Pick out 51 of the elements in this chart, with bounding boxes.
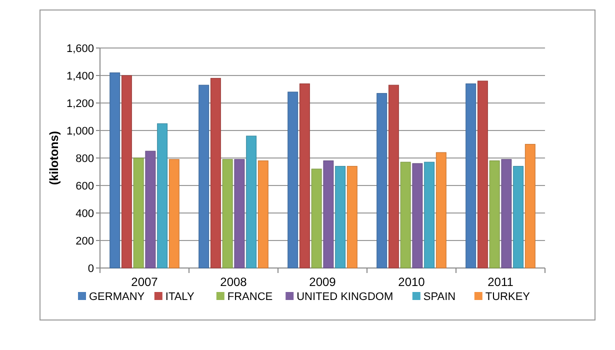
bar	[436, 152, 446, 268]
y-tick-label: 200	[76, 235, 94, 248]
y-axis-title: (kilotons)	[47, 131, 61, 185]
bar	[157, 123, 168, 268]
y-tick-label: 600	[76, 180, 94, 192]
legend-label: GERMANY	[89, 291, 146, 303]
bar	[145, 150, 156, 268]
bar	[346, 166, 358, 268]
bar	[513, 166, 524, 268]
bar	[323, 160, 334, 268]
legend-label: FRANCE	[227, 291, 273, 303]
x-tick-label: 2007	[131, 275, 158, 289]
y-tick-label: 800	[76, 152, 94, 165]
y-tick-label: 1,200	[66, 98, 94, 110]
x-tick-label: 2009	[309, 275, 336, 289]
y-tick-label: 1,600	[66, 42, 94, 55]
bar	[234, 159, 245, 268]
bar	[133, 158, 144, 268]
bar	[466, 83, 476, 268]
bar	[477, 80, 488, 268]
bar	[501, 159, 512, 268]
bar	[412, 163, 423, 268]
bar	[335, 166, 346, 268]
bar	[388, 84, 399, 268]
bar	[258, 160, 268, 268]
bar	[198, 84, 210, 268]
bar	[400, 162, 411, 268]
x-tick-label: 2011	[488, 275, 514, 289]
bar	[299, 83, 310, 268]
legend-label: UNITED KINGDOM	[296, 291, 394, 303]
bar	[110, 72, 120, 268]
y-tick-label: 400	[76, 208, 94, 220]
y-tick-label: 1,400	[66, 70, 94, 82]
y-tick-label: 1,000	[66, 125, 94, 138]
legend-label: SPAIN	[423, 291, 456, 303]
bar	[246, 136, 257, 268]
bar	[489, 160, 500, 268]
x-tick-label: 2008	[220, 275, 248, 289]
legend-label: ITALY	[165, 291, 195, 303]
bar	[210, 78, 221, 268]
bar	[168, 159, 180, 268]
bar	[121, 75, 132, 268]
bar	[222, 159, 233, 268]
bar	[288, 92, 298, 268]
bar	[424, 162, 435, 268]
bar	[524, 144, 536, 268]
legend-label: TURKEY	[485, 291, 531, 303]
x-tick-label: 2010	[398, 275, 426, 289]
y-tick-label: 0	[88, 262, 94, 275]
bar	[376, 93, 388, 268]
bar	[311, 168, 322, 268]
